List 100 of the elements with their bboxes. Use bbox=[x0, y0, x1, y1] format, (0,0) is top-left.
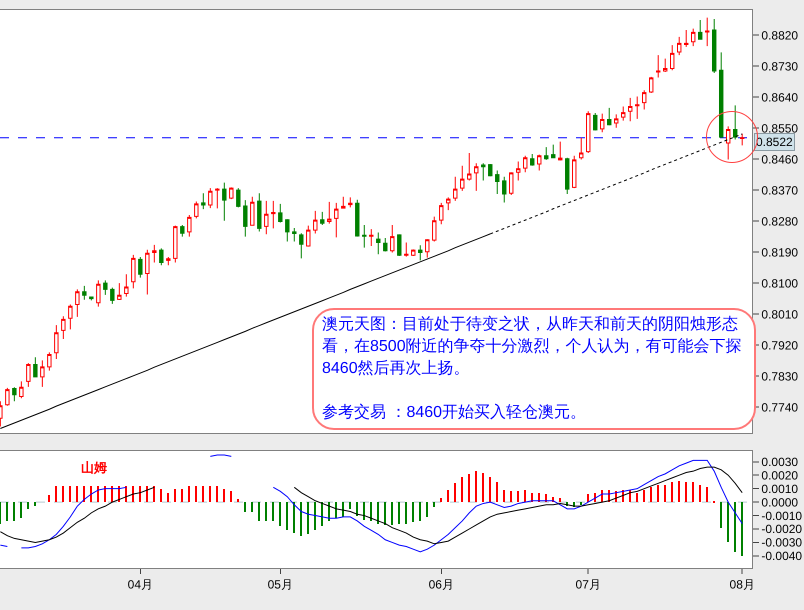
bar bbox=[139, 486, 141, 502]
bar bbox=[496, 482, 498, 502]
bar bbox=[69, 486, 71, 502]
candlestick bbox=[264, 200, 269, 235]
candlestick bbox=[243, 200, 248, 238]
bar bbox=[223, 489, 225, 502]
bar bbox=[314, 502, 316, 530]
bar bbox=[13, 502, 15, 521]
bar bbox=[230, 491, 232, 502]
y-tick-label: 0.7920 bbox=[761, 338, 798, 352]
candlestick bbox=[124, 274, 129, 298]
bar bbox=[132, 486, 134, 502]
candlestick bbox=[635, 96, 640, 120]
candlestick bbox=[173, 225, 178, 263]
bar bbox=[643, 490, 645, 502]
candlestick bbox=[649, 76, 654, 94]
bar bbox=[97, 486, 99, 502]
candlestick bbox=[404, 242, 408, 258]
candlestick bbox=[103, 280, 108, 296]
candlestick bbox=[159, 248, 164, 266]
candlestick bbox=[432, 216, 436, 242]
candlestick bbox=[68, 304, 73, 330]
bar bbox=[181, 489, 183, 502]
y-tick-label: 0.0020 bbox=[761, 468, 798, 482]
candlestick bbox=[194, 201, 199, 219]
bar bbox=[83, 486, 85, 502]
candlestick bbox=[593, 112, 598, 132]
bar bbox=[426, 502, 428, 517]
y-tick-label: 0.8640 bbox=[761, 90, 798, 104]
candlestick bbox=[145, 249, 150, 296]
candlestick bbox=[166, 256, 171, 266]
y-tick-label: 0.8280 bbox=[761, 214, 798, 228]
bar bbox=[699, 485, 701, 502]
bar bbox=[307, 502, 309, 534]
bar bbox=[244, 502, 246, 512]
candlestick bbox=[82, 285, 87, 300]
candlestick bbox=[250, 196, 255, 226]
bar bbox=[517, 491, 519, 502]
bar bbox=[146, 486, 148, 502]
bar bbox=[447, 490, 449, 502]
bar bbox=[412, 502, 414, 522]
bar bbox=[650, 487, 652, 502]
candlestick bbox=[684, 29, 688, 48]
candlestick bbox=[488, 163, 492, 177]
candlestick bbox=[222, 182, 227, 222]
bar bbox=[461, 477, 463, 502]
candlestick bbox=[740, 133, 744, 146]
bar bbox=[370, 502, 372, 521]
bar bbox=[76, 486, 78, 502]
candlestick bbox=[732, 104, 738, 140]
candlestick bbox=[544, 146, 548, 160]
candlestick bbox=[551, 144, 556, 158]
bar bbox=[286, 502, 288, 530]
candlestick bbox=[215, 188, 220, 209]
bar bbox=[195, 486, 197, 502]
x-tick-label: 05月 bbox=[268, 577, 293, 592]
bar bbox=[272, 502, 274, 521]
y-tick-label: -0.0020 bbox=[761, 522, 802, 536]
ref-line-label: 0.8522 bbox=[756, 135, 794, 149]
candlestick bbox=[89, 296, 94, 301]
bar bbox=[62, 486, 64, 502]
bar bbox=[706, 487, 708, 502]
bar bbox=[664, 485, 666, 502]
candlestick bbox=[418, 244, 422, 261]
annotation: 参考交易 ：8460开始买入轻仓澳元。 bbox=[322, 402, 588, 423]
bar bbox=[405, 502, 407, 524]
candlestick bbox=[523, 155, 528, 173]
y-tick-label: 0.8010 bbox=[761, 307, 798, 322]
bar bbox=[300, 502, 302, 536]
candlestick bbox=[376, 232, 380, 255]
bar bbox=[727, 502, 729, 542]
candlestick bbox=[712, 18, 716, 74]
candlestick bbox=[131, 254, 136, 289]
bar bbox=[48, 495, 50, 502]
bar bbox=[356, 502, 358, 516]
candlestick bbox=[40, 360, 45, 388]
bar bbox=[55, 486, 57, 502]
bar bbox=[482, 473, 484, 502]
candlestick bbox=[26, 362, 31, 388]
bar bbox=[251, 502, 253, 512]
bar bbox=[167, 493, 169, 502]
candlestick bbox=[201, 192, 206, 210]
candlestick bbox=[495, 170, 500, 194]
candlestick bbox=[718, 52, 724, 138]
bar bbox=[398, 502, 400, 524]
candlestick bbox=[278, 203, 283, 224]
bar bbox=[258, 502, 260, 521]
y-tick-label: 0.8100 bbox=[761, 276, 798, 290]
bar bbox=[734, 502, 736, 552]
candlestick bbox=[460, 165, 464, 192]
bar bbox=[678, 481, 680, 502]
y-tick-label: 0.7830 bbox=[761, 369, 798, 384]
candlestick bbox=[691, 28, 696, 47]
bar bbox=[279, 502, 281, 526]
candlestick bbox=[467, 152, 472, 182]
candlestick bbox=[208, 188, 213, 209]
candlestick bbox=[187, 214, 192, 238]
y-tick-label: 0.8370 bbox=[761, 183, 798, 198]
candlestick bbox=[236, 188, 241, 208]
bar bbox=[510, 491, 512, 502]
